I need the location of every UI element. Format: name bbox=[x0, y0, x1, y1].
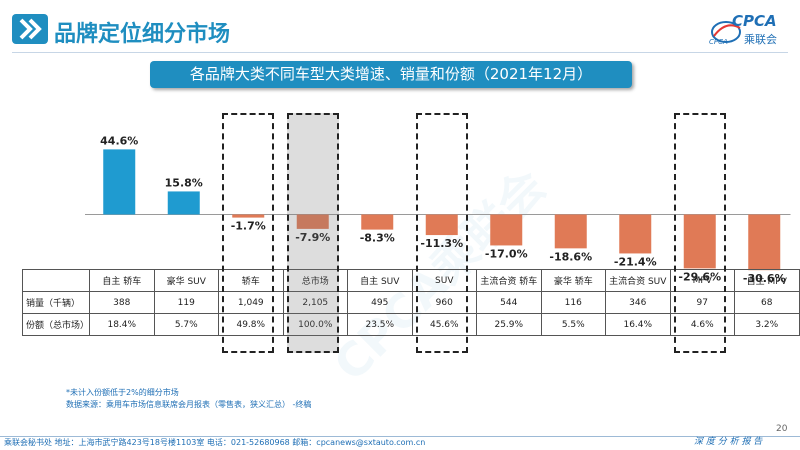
category-label: 豪华 SUV bbox=[153, 269, 220, 292]
footnote-line-2: 数据来源：乘用车市场信息联席会月报表（零售表，狭义汇总） -终稿 bbox=[66, 400, 312, 409]
table-cell: 3.2% bbox=[734, 313, 800, 336]
page-title: 品牌定位细分市场 bbox=[54, 22, 231, 47]
table-cell: 5.5% bbox=[540, 313, 607, 336]
table-cell: 68 bbox=[734, 291, 800, 314]
bar-chart: 44.6% 15.8% -1.7% -7.9% -8.3% -11.3% -17.0% -18… bbox=[85, 134, 791, 285]
header-chevron-icon bbox=[12, 14, 48, 44]
table-cell: 495 bbox=[347, 291, 413, 314]
footnote: *未计入份额低于2%的细分市场 数据来源：乘用车市场信息联席会月报表（零售表，狭… bbox=[66, 387, 311, 411]
table-row: 份额（总市场） 18.4% 5.7% 49.8% 100.0% 23.5% 45.6% 25.… bbox=[21, 313, 800, 336]
table-cell: 544 bbox=[476, 291, 542, 314]
cpca-logo-icon bbox=[711, 21, 741, 43]
data-label-6: -17.0% bbox=[485, 247, 528, 260]
bar-9 bbox=[683, 214, 716, 269]
bar-6 bbox=[490, 214, 523, 246]
highlight-box-2 bbox=[222, 113, 275, 353]
highlight-box-5 bbox=[415, 113, 468, 353]
data-table: 自主 轿车 豪华 SUV 轿车 总市场 自主 SUV SUV 主流合资 轿车 豪华 轿车 主流合… bbox=[21, 269, 800, 336]
table-cell: 23.5% bbox=[347, 313, 413, 336]
logo-sub-text: CPCA bbox=[709, 38, 728, 46]
logo-chinese-name: 乘联会 bbox=[744, 33, 777, 46]
table-cell: 100.0% bbox=[282, 313, 349, 336]
table-cell: 18.4% bbox=[89, 313, 155, 336]
table-cell: 5.7% bbox=[153, 313, 220, 336]
category-label: 自主 MPV bbox=[734, 269, 800, 292]
bar-10 bbox=[748, 214, 781, 271]
category-label: 豪华 轿车 bbox=[540, 269, 607, 292]
logo-text: CPCA bbox=[732, 12, 777, 30]
table-cell: 388 bbox=[89, 291, 155, 314]
page-number: 20 bbox=[776, 424, 788, 434]
row-label: 销量（千辆） bbox=[21, 291, 91, 314]
header-divider bbox=[12, 52, 788, 53]
table-cell: 16.4% bbox=[605, 313, 671, 336]
table-cell: 49.8% bbox=[218, 313, 284, 336]
data-label-7: -18.6% bbox=[549, 250, 592, 263]
table-header-row: 自主 轿车 豪华 SUV 轿车 总市场 自主 SUV SUV 主流合资 轿车 豪华 轿车 主流合… bbox=[21, 269, 800, 292]
footer-contact: 乘联会秘书处 地址：上海市武宁路423号18号楼1103室 电话：021-526… bbox=[4, 438, 426, 447]
category-label: 主流合资 轿车 bbox=[476, 269, 542, 292]
footer-divider bbox=[0, 436, 800, 437]
row-label: 份额（总市场） bbox=[21, 313, 91, 336]
footnote-line-1: *未计入份额低于2%的细分市场 bbox=[66, 388, 179, 397]
category-label: 自主 SUV bbox=[347, 269, 413, 292]
category-label: 自主 轿车 bbox=[89, 269, 155, 292]
table-cell: 119 bbox=[153, 291, 220, 314]
data-label-5: -11.3% bbox=[420, 237, 463, 250]
bar-2 bbox=[232, 214, 265, 218]
data-label-0: 44.6% bbox=[100, 134, 138, 147]
bar-0 bbox=[103, 149, 136, 215]
highlight-box-9 bbox=[673, 113, 726, 353]
table-cell: 116 bbox=[540, 291, 607, 314]
bar-3 bbox=[296, 214, 329, 229]
data-label-4: -8.3% bbox=[360, 232, 395, 245]
highlight-box-3 bbox=[286, 113, 339, 353]
data-label-3: -7.9% bbox=[295, 231, 330, 244]
table-cell: 346 bbox=[605, 291, 671, 314]
bar-7 bbox=[554, 214, 587, 249]
category-label: 主流合资 SUV bbox=[605, 269, 671, 292]
bar-5 bbox=[425, 214, 458, 236]
bar-4 bbox=[361, 214, 394, 230]
data-label-2: -1.7% bbox=[231, 220, 266, 233]
bar-8 bbox=[619, 214, 652, 254]
chart-banner-title: 各品牌大类不同车型大类增速、销量和份额（2021年12月） bbox=[150, 61, 632, 88]
data-label-1: 15.8% bbox=[165, 176, 203, 189]
footer-tag: 深 度 分 析 报 告 bbox=[694, 437, 763, 447]
bar-1 bbox=[167, 191, 200, 215]
table-cell: 25.9% bbox=[476, 313, 542, 336]
data-label-8: -21.4% bbox=[614, 255, 657, 268]
table-corner-cell bbox=[21, 269, 91, 292]
